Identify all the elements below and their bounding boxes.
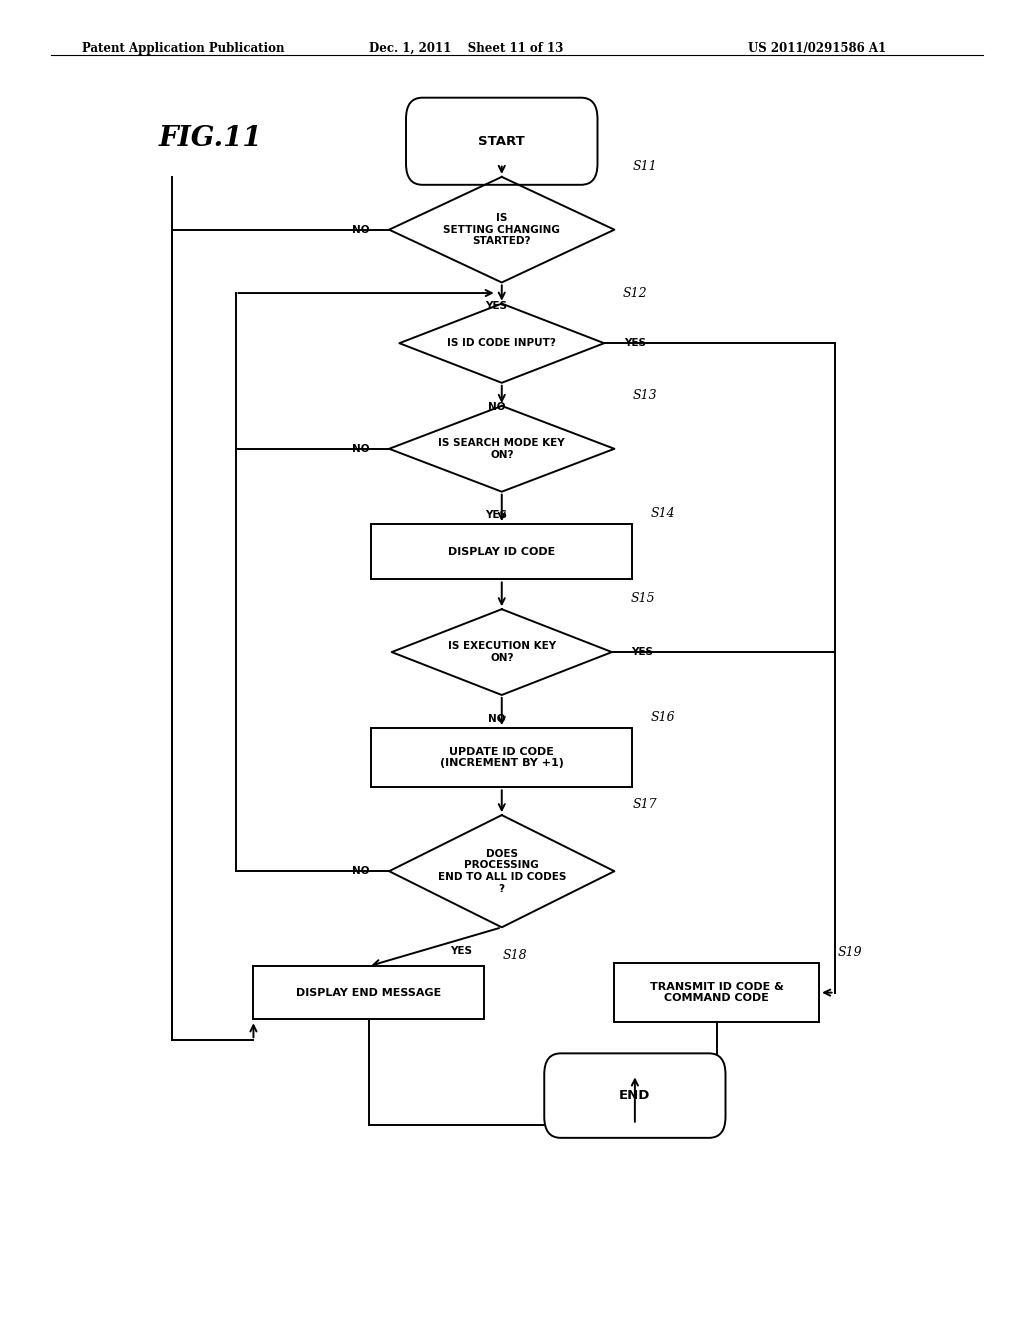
- FancyBboxPatch shape: [545, 1053, 725, 1138]
- Text: YES: YES: [485, 511, 508, 520]
- Text: NO: NO: [487, 714, 506, 723]
- Text: S15: S15: [631, 593, 655, 605]
- Text: S19: S19: [838, 946, 862, 958]
- Text: NO: NO: [487, 401, 506, 412]
- Text: S17: S17: [633, 799, 657, 810]
- Text: DISPLAY END MESSAGE: DISPLAY END MESSAGE: [296, 987, 441, 998]
- Bar: [614, 964, 819, 1022]
- Text: S11: S11: [633, 160, 657, 173]
- Text: DOES
PROCESSING
END TO ALL ID CODES
?: DOES PROCESSING END TO ALL ID CODES ?: [437, 849, 566, 894]
- Text: NO: NO: [351, 444, 370, 454]
- Bar: [371, 729, 632, 787]
- Bar: [254, 966, 484, 1019]
- Text: S12: S12: [623, 286, 647, 300]
- Text: S16: S16: [651, 711, 676, 723]
- Text: IS
SETTING CHANGING
STARTED?: IS SETTING CHANGING STARTED?: [443, 213, 560, 247]
- Text: S18: S18: [502, 949, 527, 962]
- FancyBboxPatch shape: [406, 98, 597, 185]
- Text: YES: YES: [450, 946, 472, 956]
- Text: YES: YES: [485, 301, 508, 312]
- Text: S13: S13: [633, 389, 657, 401]
- Text: FIG.11: FIG.11: [159, 125, 262, 152]
- Text: IS EXECUTION KEY
ON?: IS EXECUTION KEY ON?: [447, 642, 556, 663]
- Text: END: END: [620, 1089, 650, 1102]
- Text: START: START: [478, 135, 525, 148]
- Text: YES: YES: [632, 647, 653, 657]
- Text: S14: S14: [651, 507, 676, 520]
- Text: UPDATE ID CODE
(INCREMENT BY +1): UPDATE ID CODE (INCREMENT BY +1): [440, 747, 563, 768]
- Text: US 2011/0291586 A1: US 2011/0291586 A1: [748, 42, 886, 55]
- Text: IS ID CODE INPUT?: IS ID CODE INPUT?: [447, 338, 556, 348]
- Text: NO: NO: [351, 224, 370, 235]
- Text: IS SEARCH MODE KEY
ON?: IS SEARCH MODE KEY ON?: [438, 438, 565, 459]
- Bar: [371, 524, 632, 579]
- Text: TRANSMIT ID CODE &
COMMAND CODE: TRANSMIT ID CODE & COMMAND CODE: [650, 982, 783, 1003]
- Text: Patent Application Publication: Patent Application Publication: [82, 42, 285, 55]
- Text: DISPLAY ID CODE: DISPLAY ID CODE: [449, 546, 555, 557]
- Text: YES: YES: [624, 338, 646, 348]
- Text: Dec. 1, 2011    Sheet 11 of 13: Dec. 1, 2011 Sheet 11 of 13: [369, 42, 563, 55]
- Text: NO: NO: [351, 866, 370, 876]
